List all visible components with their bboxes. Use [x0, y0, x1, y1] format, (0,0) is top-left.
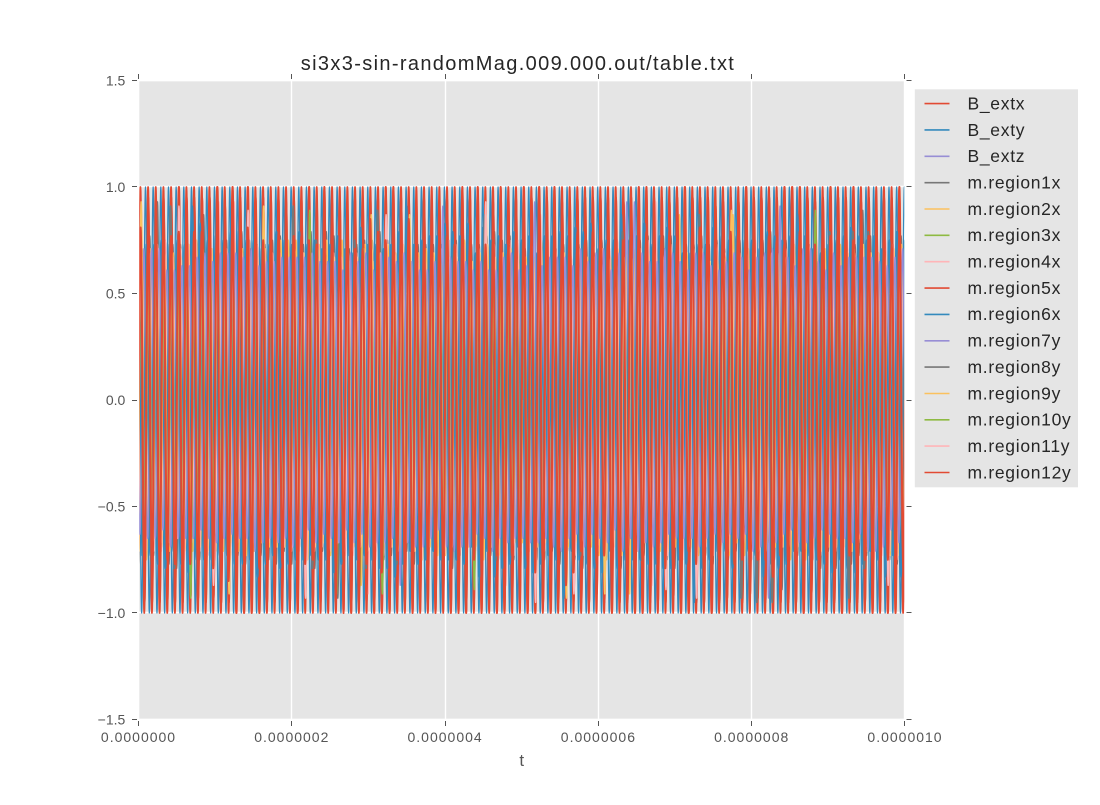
- svg-text:m.region1x: m.region1x: [968, 173, 1062, 193]
- svg-text:m.region5x: m.region5x: [968, 278, 1062, 298]
- svg-text:0.0: 0.0: [106, 392, 126, 408]
- svg-text:t: t: [519, 751, 524, 770]
- svg-text:0.0000008: 0.0000008: [714, 729, 789, 745]
- svg-text:m.region6x: m.region6x: [968, 304, 1062, 324]
- svg-text:m.region3x: m.region3x: [968, 225, 1062, 245]
- svg-text:0.0000002: 0.0000002: [254, 729, 329, 745]
- svg-text:0.5: 0.5: [106, 285, 126, 301]
- svg-text:B_exty: B_exty: [968, 120, 1026, 141]
- svg-text:B_extx: B_extx: [968, 93, 1026, 114]
- svg-text:m.region11y: m.region11y: [968, 436, 1071, 456]
- svg-text:m.region8y: m.region8y: [968, 357, 1062, 377]
- svg-text:−1.0: −1.0: [98, 605, 126, 621]
- svg-text:−0.5: −0.5: [98, 498, 126, 514]
- svg-text:0.0000000: 0.0000000: [101, 729, 176, 745]
- svg-text:m.region4x: m.region4x: [968, 252, 1062, 272]
- svg-text:0.0000010: 0.0000010: [867, 729, 942, 745]
- svg-text:1.0: 1.0: [106, 179, 126, 195]
- svg-text:m.region12y: m.region12y: [968, 462, 1072, 482]
- svg-text:m.region7y: m.region7y: [968, 331, 1062, 351]
- svg-text:0.0000006: 0.0000006: [561, 729, 636, 745]
- svg-text:m.region2x: m.region2x: [968, 199, 1062, 219]
- svg-text:0.0000004: 0.0000004: [408, 729, 483, 745]
- svg-text:m.region10y: m.region10y: [968, 410, 1072, 430]
- svg-text:m.region9y: m.region9y: [968, 383, 1062, 403]
- svg-text:si3x3-sin-randomMag.009.000.ou: si3x3-sin-randomMag.009.000.out/table.tx…: [301, 53, 735, 75]
- svg-text:−1.5: −1.5: [98, 711, 126, 727]
- svg-text:B_extz: B_extz: [968, 146, 1026, 167]
- svg-text:1.5: 1.5: [106, 72, 126, 88]
